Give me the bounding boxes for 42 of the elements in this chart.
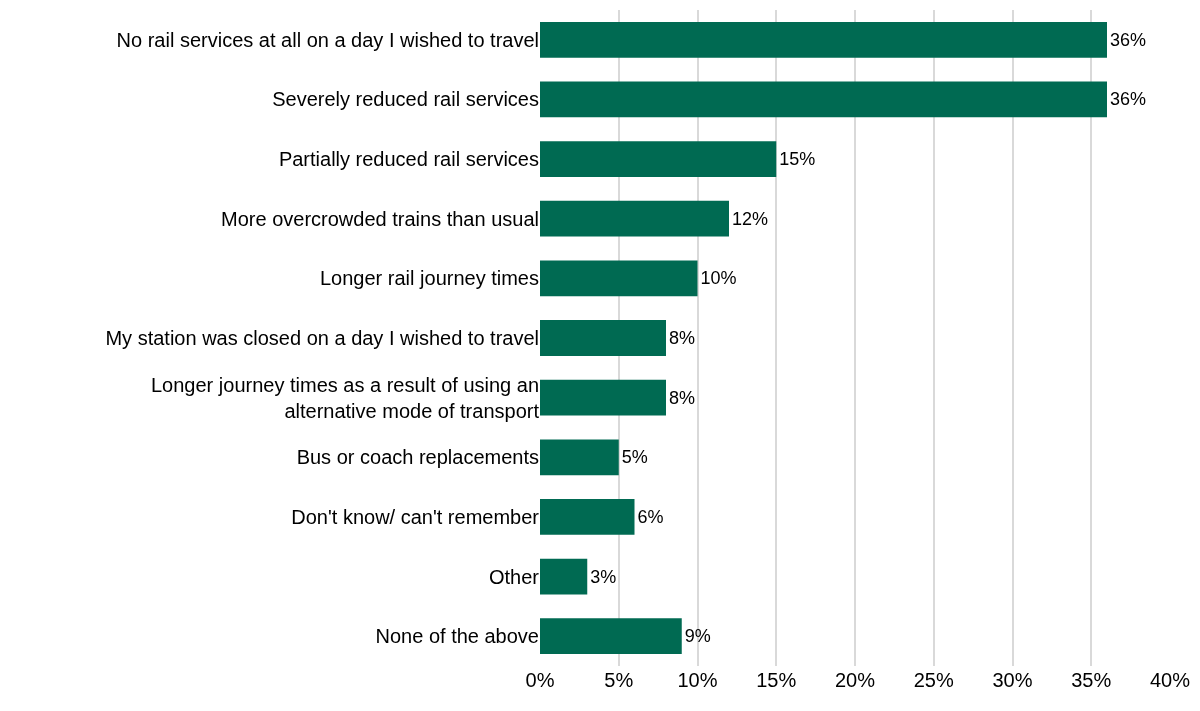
y-tick-label: Partially reduced rail services <box>278 148 539 171</box>
y-tick-label: My station was closed on a day I wished to travel <box>105 327 539 349</box>
data-label: 3% <box>590 566 617 587</box>
data-label: 36% <box>1110 89 1147 110</box>
y-tick-label: Other <box>488 565 540 588</box>
y-tick-label: None of the above <box>375 625 539 648</box>
x-tick-label: 20% <box>834 669 876 691</box>
y-tick-label: Severely reduced rail services <box>272 88 539 111</box>
x-tick-label: 15% <box>756 669 797 691</box>
data-label: 8% <box>669 328 696 348</box>
bar <box>540 439 619 476</box>
bar <box>540 21 1107 58</box>
data-label: 8% <box>669 387 696 408</box>
x-tick-label: 35% <box>1071 669 1112 691</box>
x-tick-label: 10% <box>677 669 718 691</box>
x-tick-label: 0% <box>525 669 555 691</box>
y-tick-label: Longer journey times as a result of using an alternative mode of transport <box>151 373 540 422</box>
x-tick-label: 30% <box>992 669 1033 691</box>
y-tick-label: Bus or coach replacements <box>296 446 539 469</box>
data-label: 5% <box>621 447 648 468</box>
bar <box>540 499 635 535</box>
x-tick-label: 25% <box>913 669 954 691</box>
y-tick-label: More overcrowded trains than usual <box>221 207 539 230</box>
data-label: 10% <box>700 268 737 289</box>
data-label: 6% <box>637 506 664 527</box>
data-label: 15% <box>779 149 816 170</box>
bar <box>540 260 698 297</box>
data-label: 36% <box>1110 29 1147 50</box>
bar <box>540 81 1107 118</box>
bar <box>540 379 666 416</box>
y-tick-label: No rail services at all on a day I wished to travel <box>116 28 539 51</box>
bar <box>540 141 777 177</box>
x-tick-label: 5% <box>604 669 634 691</box>
data-label: 12% <box>732 208 769 229</box>
x-tick-label: 40% <box>1149 669 1191 691</box>
bar <box>540 320 666 356</box>
bar <box>540 200 729 237</box>
bar <box>540 618 682 655</box>
bar <box>540 558 588 595</box>
y-tick-label: Don't know/ can't remember <box>291 505 540 528</box>
y-tick-label: Longer rail journey times <box>320 267 539 290</box>
data-label: 9% <box>684 626 711 647</box>
